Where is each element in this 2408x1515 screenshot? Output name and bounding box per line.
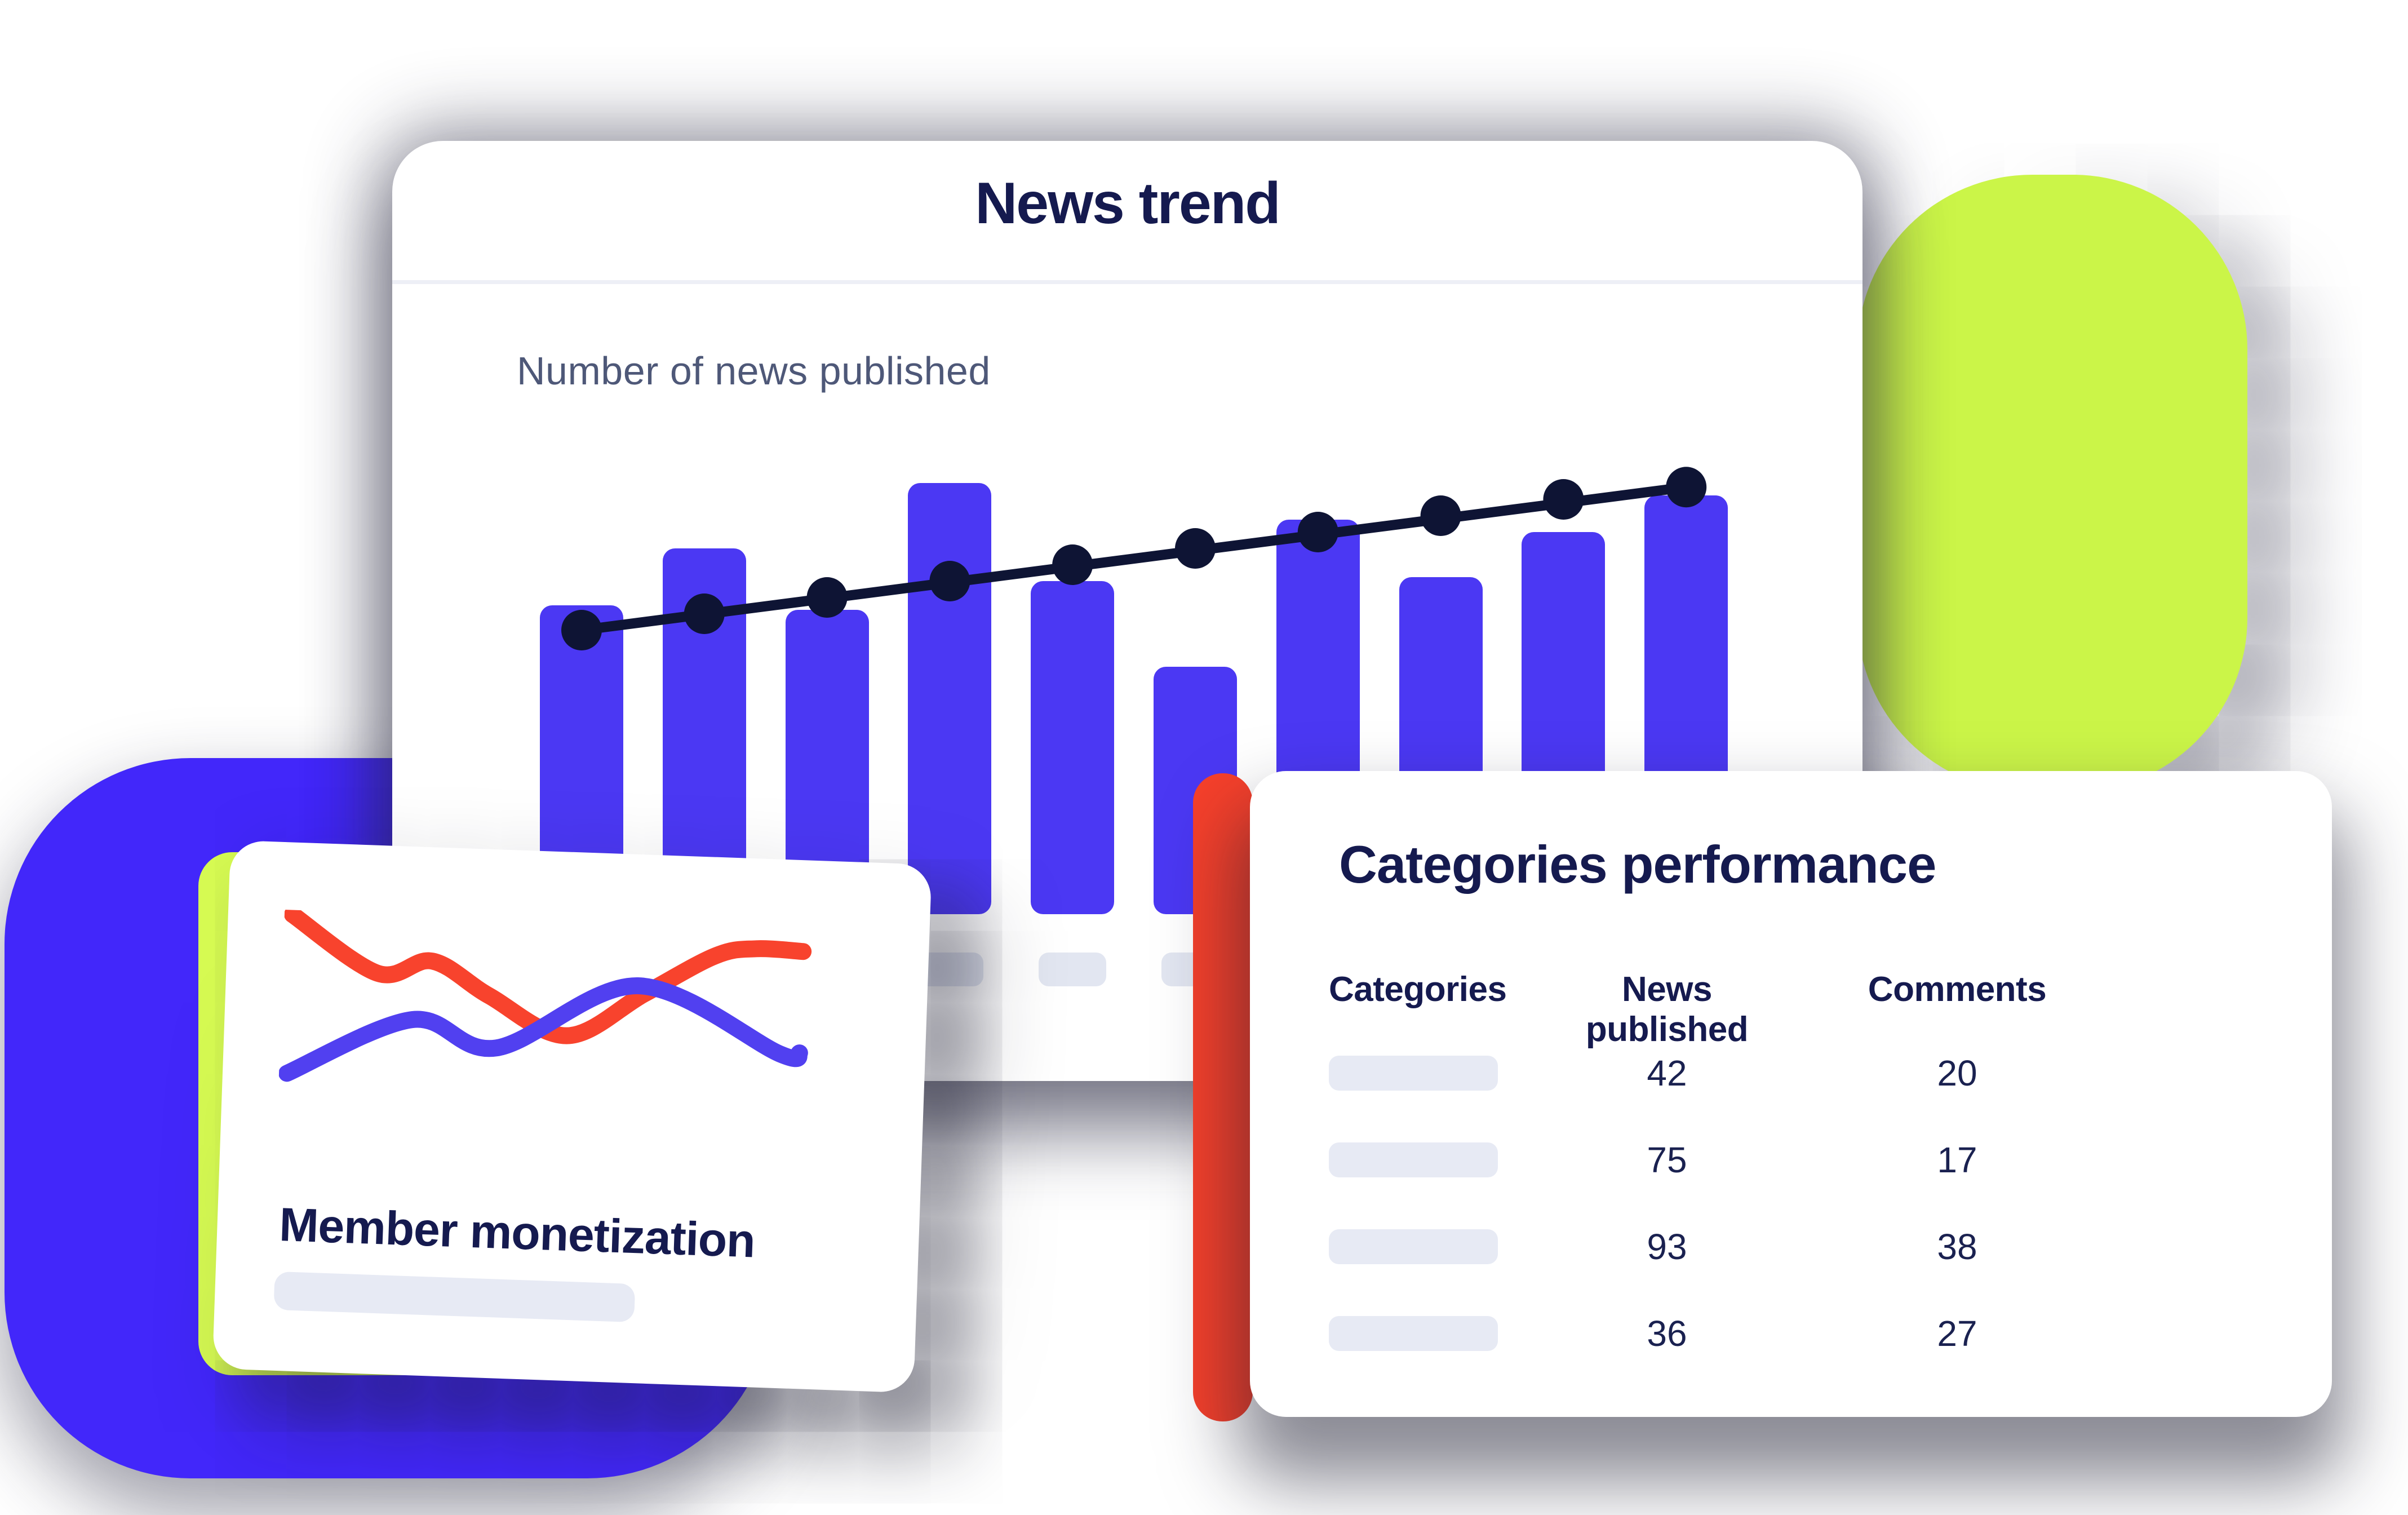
trend-dot-4 <box>929 561 970 601</box>
category-name-placeholder <box>1329 1316 1498 1351</box>
news-published-value: 93 <box>1647 1226 1687 1267</box>
blue-line-series <box>278 977 808 1082</box>
news-trend-subtitle: Number of news published <box>517 349 991 393</box>
categories-card-red-accent <box>1193 773 1253 1421</box>
column-header-comments: Comments <box>1868 970 2047 1009</box>
trend-dot-6 <box>1175 528 1216 569</box>
trend-dot-7 <box>1297 512 1338 552</box>
trend-dot-2 <box>684 593 725 634</box>
column-header-categories: Categories <box>1329 970 1507 1009</box>
bar-4 <box>908 483 991 914</box>
table-row-2: 75 17 <box>1250 1142 2332 1179</box>
comments-value: 17 <box>1937 1140 1977 1180</box>
trend-dot-8 <box>1420 495 1461 536</box>
news-published-value: 36 <box>1647 1313 1687 1354</box>
trend-dot-1 <box>561 610 602 650</box>
news-published-value: 75 <box>1647 1140 1687 1180</box>
trend-dot-5 <box>1052 544 1093 585</box>
table-row-1: 42 20 <box>1250 1053 2332 1093</box>
comments-value: 20 <box>1937 1053 1977 1093</box>
trend-dot-3 <box>806 577 848 618</box>
trend-dot-10 <box>1666 467 1707 508</box>
categories-performance-title: Categories performance <box>1339 835 1936 894</box>
table-row-4: 36 27 <box>1250 1313 2332 1354</box>
news-published-value: 42 <box>1647 1053 1687 1093</box>
categories-performance-card: Categories performance Categories News p… <box>1250 771 2332 1417</box>
comments-value: 27 <box>1937 1313 1977 1354</box>
member-monetization-card: Member monetization <box>212 840 932 1393</box>
table-row-3: 93 38 <box>1250 1229 2332 1265</box>
x-axis-label-placeholder-5 <box>1039 953 1106 986</box>
trend-line <box>576 482 1692 635</box>
news-trend-title: News trend <box>975 171 1281 236</box>
card-divider <box>392 280 1862 284</box>
member-monetization-title: Member monetization <box>278 1198 756 1268</box>
category-name-placeholder <box>1329 1142 1498 1177</box>
red-line-series <box>283 910 812 1044</box>
member-monetization-line-chart <box>278 910 812 1082</box>
label-placeholder-pill <box>273 1271 636 1323</box>
lime-rounded-shape <box>1857 175 2247 792</box>
trend-dot-9 <box>1543 479 1584 520</box>
column-header-news-published: News published <box>1585 970 1749 1049</box>
category-name-placeholder <box>1329 1056 1498 1091</box>
bar-5 <box>1031 581 1114 914</box>
comments-value: 38 <box>1937 1226 1977 1267</box>
trend-line-overlay <box>561 467 1707 650</box>
category-name-placeholder <box>1329 1229 1498 1264</box>
